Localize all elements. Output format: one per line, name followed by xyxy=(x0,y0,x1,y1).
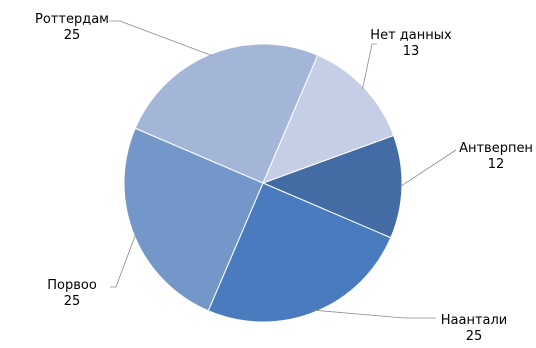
leader-line-5 xyxy=(362,43,377,89)
leader-line-1 xyxy=(399,149,457,188)
labels-layer: Антверпен12Наантали25Порвоо25Роттердам25… xyxy=(35,12,533,344)
slice-value-label-1: 12 xyxy=(488,157,505,172)
slice-value-label-5: 13 xyxy=(403,44,420,59)
pie-slice-5 xyxy=(262,54,395,184)
slice-label-5: Нет данных xyxy=(370,28,452,43)
pie-slice-3 xyxy=(123,127,264,312)
slice-label-1: Антверпен xyxy=(459,141,533,156)
slice-label-2: Наантали xyxy=(441,313,508,328)
slices-layer xyxy=(123,43,403,323)
slice-value-label-2: 25 xyxy=(466,329,483,343)
leader-line-2 xyxy=(313,309,436,319)
slice-label-4: Роттердам xyxy=(35,12,109,27)
leader-line-3 xyxy=(110,233,137,288)
pie-slice-2 xyxy=(207,182,392,323)
leader-lines-layer xyxy=(109,20,457,319)
slice-value-label-4: 25 xyxy=(64,28,81,43)
slice-label-3: Порвоо xyxy=(47,278,97,293)
pie-slice-1 xyxy=(261,134,403,239)
leader-line-4 xyxy=(109,20,213,57)
pie-slice-4 xyxy=(134,43,319,184)
slice-value-label-3: 25 xyxy=(64,294,81,309)
